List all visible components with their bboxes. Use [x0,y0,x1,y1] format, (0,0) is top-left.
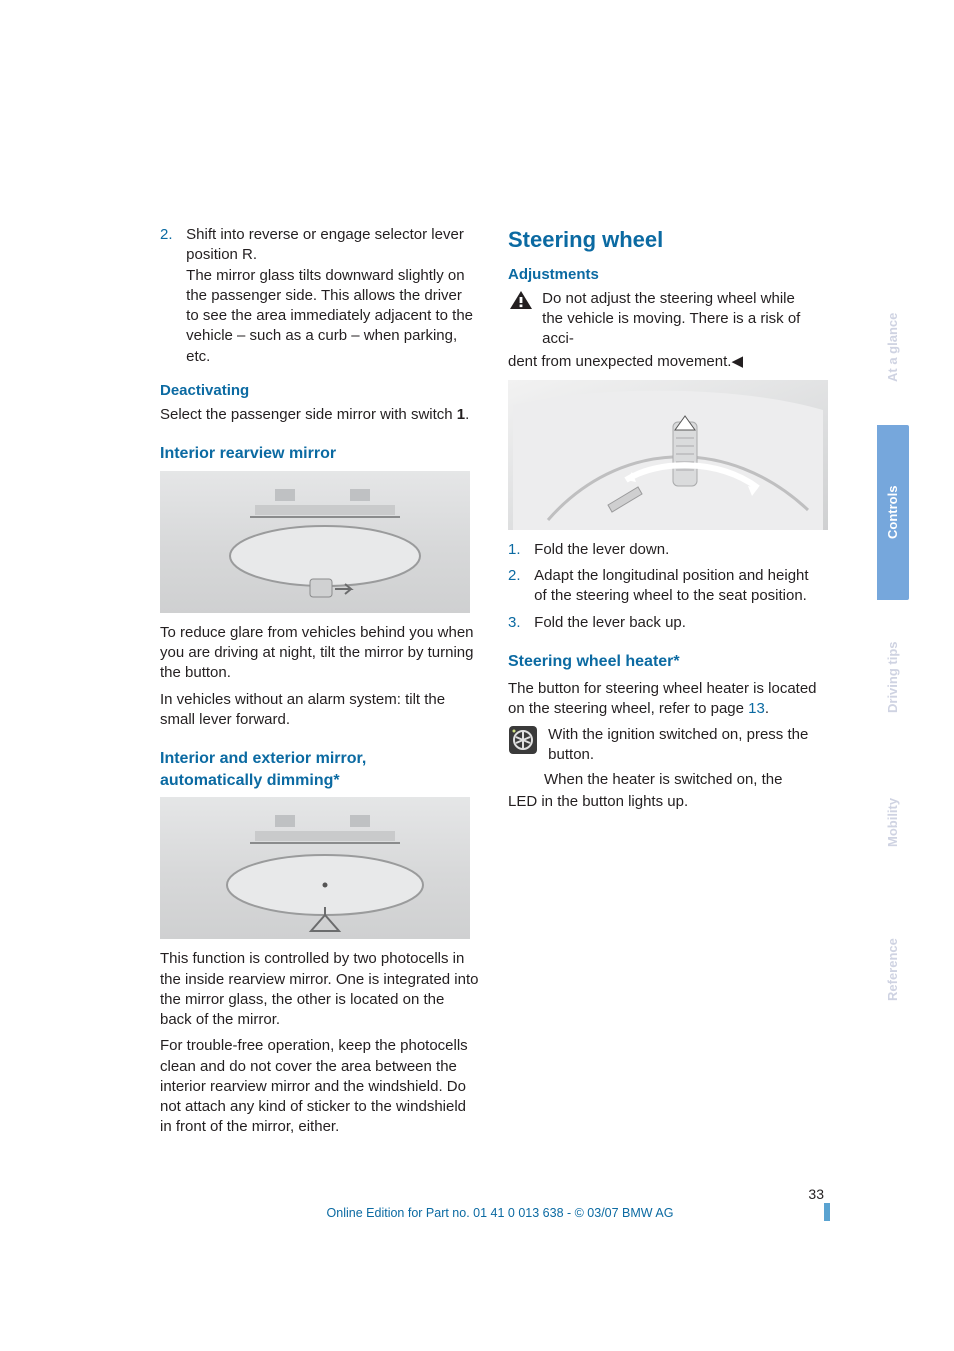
dimming-p1: This function is controlled by two photo… [160,949,480,1030]
steering-svg [508,380,828,530]
tab-mobility[interactable]: Mobility [877,755,909,890]
rearview-p1: To reduce glare from vehicles behind you… [160,623,480,684]
list-number: 1. [508,540,530,560]
warning-text-1: Do not adjust the steering wheel while t… [542,289,818,350]
heater-p1: The button for steering wheel heater is … [508,679,828,720]
tab-reference[interactable]: Reference [877,900,909,1040]
heater-p1b: . [765,700,769,717]
mirror-svg-2 [160,797,470,939]
deactivating-text: Select the passenger side mirror with sw… [160,405,480,425]
list-item: 2. Shift into reverse or engage selector… [160,225,480,367]
side-tabs: At a glance Controls Driving tips Mobili… [877,280,909,1050]
tab-at-a-glance[interactable]: At a glance [877,280,909,415]
dimming-p2: For trouble-free operation, keep the pho… [160,1036,480,1137]
mirror-illustration-2 [160,797,470,939]
heading-adjustments: Adjustments [508,265,828,285]
page-link-13[interactable]: 13 [748,700,765,717]
heater-p1a: The button for steering wheel heater is … [508,680,817,717]
tab-driving-tips[interactable]: Driving tips [877,610,909,745]
steering-illustration [508,380,828,530]
heading-dimming-2: automatically dimming* [160,770,480,792]
heater-icon-row: With the ignition switched on, press the… [508,725,828,766]
warning-icon [508,289,534,311]
heading-wheel-heater: Steering wheel heater* [508,651,828,673]
page-number: 33 [808,1185,824,1204]
footer-edition-line: Online Edition for Part no. 01 41 0 013 … [160,1205,840,1222]
rearview-p2: In vehicles without an alarm system: til… [160,690,480,731]
tab-controls[interactable]: Controls [877,425,909,600]
heater-p4: LED in the button lights up. [508,792,828,812]
heading-interior-rearview: Interior rearview mirror [160,443,480,465]
list-item: 2. Adapt the longitudinal position and h… [508,566,828,607]
warning-block: Do not adjust the steering wheel while t… [508,289,828,350]
heading-deactivating: Deactivating [160,381,480,401]
mirror-svg-1 [160,471,470,613]
list-line2: The mirror glass tilts downward slightly… [186,267,473,365]
list-number: 3. [508,613,530,633]
deact-text-b: . [465,406,469,423]
list-text: Adapt the longitudinal position and heig… [534,566,822,607]
list-number: 2. [508,566,530,586]
warning-text-2-row: dent from unexpected movement.◀ [508,352,828,372]
heading-dimming-1: Interior and exterior mirror, [160,748,480,770]
list-text: Fold the lever back up. [534,613,822,633]
end-triangle-icon: ◀ [731,353,743,370]
heater-p2: With the ignition switched on, press the… [548,725,818,766]
left-column: 2. Shift into reverse or engage selector… [160,225,480,1144]
right-column: Steering wheel Adjustments Do not adjust… [508,225,828,1144]
list-text: Fold the lever down. [534,540,822,560]
list-text: Shift into reverse or engage selector le… [186,225,474,367]
switch-number: 1 [457,406,465,423]
list-item: 1. Fold the lever down. [508,540,828,560]
list-item: 3. Fold the lever back up. [508,613,828,633]
warning-text-2: dent from unexpected movement. [508,353,731,370]
heater-button-icon [508,725,538,755]
mirror-illustration-1 [160,471,470,613]
heading-steering-wheel: Steering wheel [508,225,828,255]
heater-p3: When the heater is switched on, the [544,770,828,790]
deact-text-a: Select the passenger side mirror with sw… [160,406,457,423]
list-number: 2. [160,225,182,245]
list-line1: Shift into reverse or engage selector le… [186,226,464,263]
